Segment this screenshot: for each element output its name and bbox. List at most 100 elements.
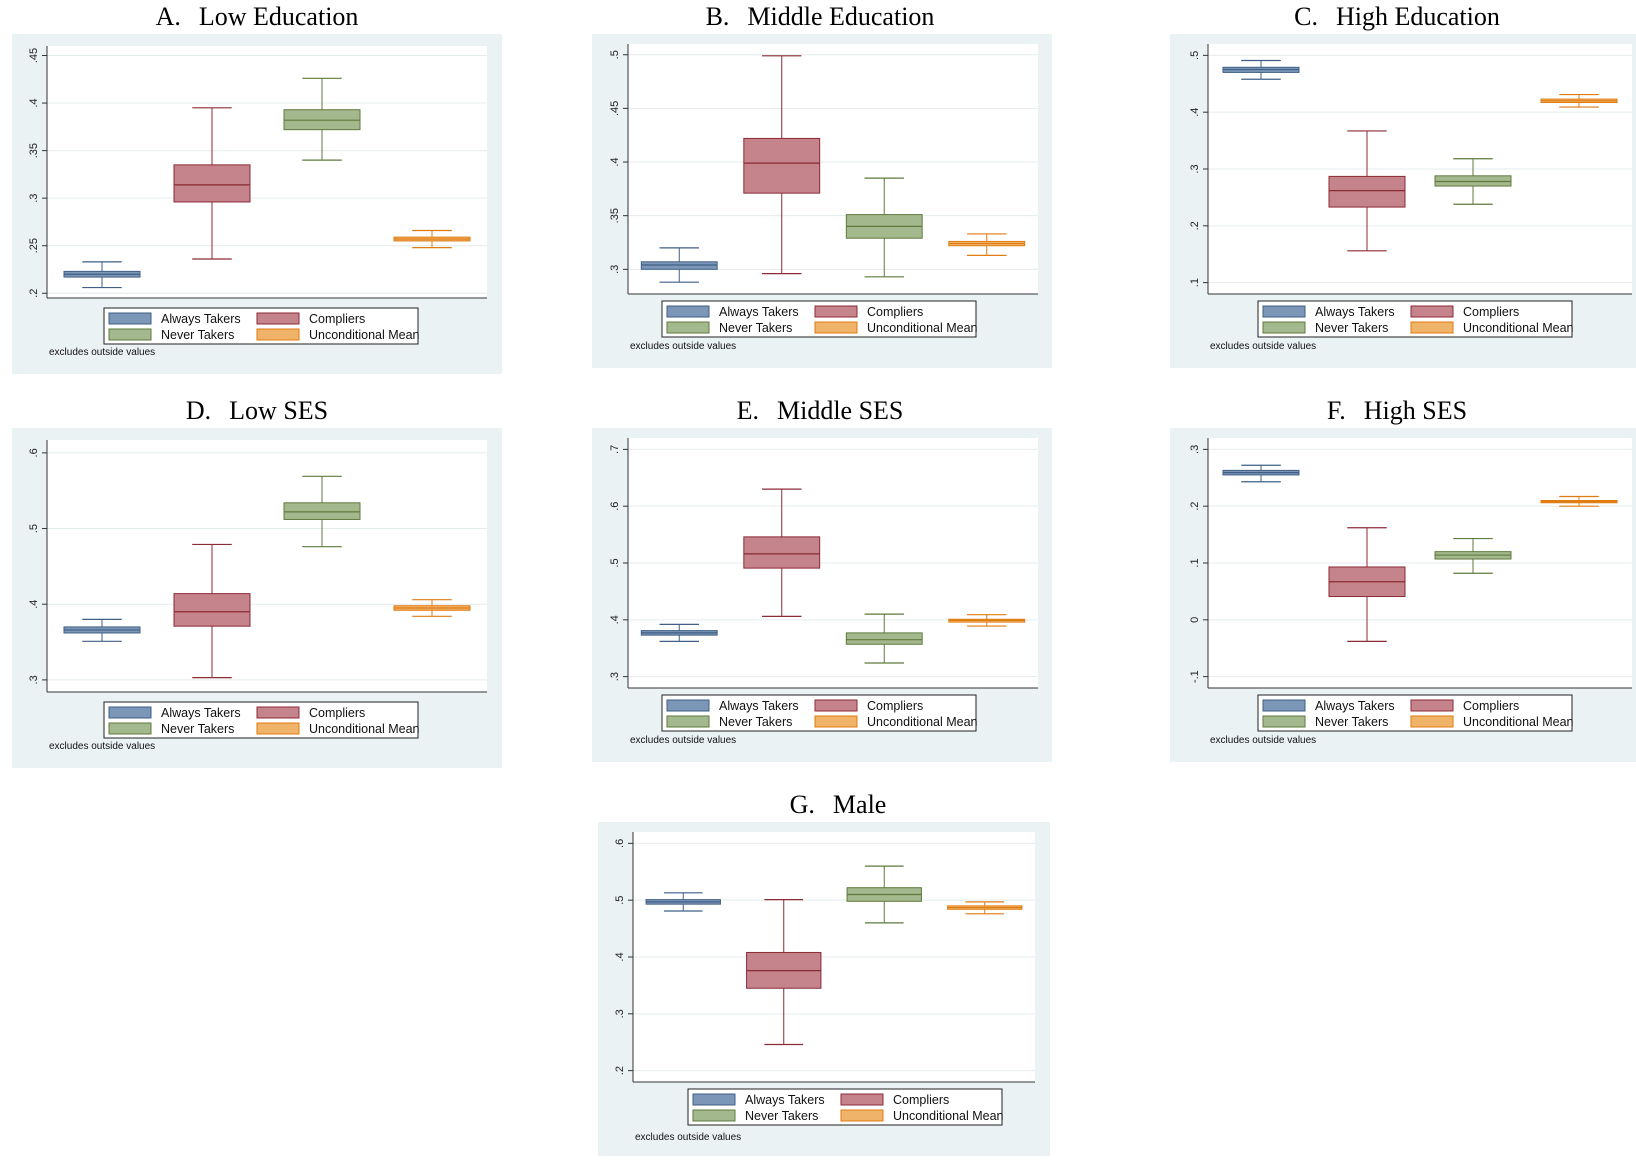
legend-item: Compliers xyxy=(814,305,923,319)
legend-label: Compliers xyxy=(1463,305,1519,319)
legend-item: Unconditional Mean xyxy=(1410,321,1574,335)
box-always-takers xyxy=(1222,59,1300,80)
legend-item: Always Takers xyxy=(1262,305,1395,319)
box-plot-high-education: .1 .2 .3 .4 .5 Always Takers Compliers Never Ta… xyxy=(1170,34,1636,368)
y-tick-label: .4 xyxy=(609,157,621,166)
panel-letter: C. xyxy=(1294,2,1318,31)
legend-swatch xyxy=(1410,715,1454,728)
box-always-takers xyxy=(640,247,718,283)
y-tick-label: .2 xyxy=(614,1066,626,1075)
legend-item: Always Takers xyxy=(108,312,241,326)
box-plot-middle-education: .3 .35 .4 .45 .5 Always Takers Compliers Never … xyxy=(592,34,1052,368)
legend-label: Always Takers xyxy=(719,699,799,713)
legend-swatch xyxy=(256,706,300,719)
y-tick-label: .6 xyxy=(614,839,626,848)
legend-item: Unconditional Mean xyxy=(256,328,420,342)
y-tick-label: .4 xyxy=(609,615,621,624)
y-tick-label: .45 xyxy=(609,101,621,116)
panel-title-text: High SES xyxy=(1363,396,1468,425)
box-compliers xyxy=(743,55,821,275)
box-never-takers xyxy=(1434,537,1512,574)
box-body xyxy=(743,536,821,569)
legend-item: Compliers xyxy=(814,699,923,713)
plot-area xyxy=(628,44,1038,294)
note-excludes-outside-values: excludes outside values xyxy=(49,347,155,358)
legend-item: Compliers xyxy=(840,1093,949,1107)
box-unconditional-mean xyxy=(1540,93,1618,108)
legend-label: Unconditional Mean xyxy=(309,722,420,736)
legend-label: Unconditional Mean xyxy=(867,321,978,335)
legend-item: Unconditional Mean xyxy=(814,715,978,729)
legend-label: Never Takers xyxy=(719,321,792,335)
box-never-takers xyxy=(283,475,361,548)
panel-e: E. Middle SES .3 .4 .5 .6 .7 Always Takers Comp… xyxy=(572,394,1092,786)
legend-swatch xyxy=(814,715,858,728)
legend-label: Always Takers xyxy=(745,1093,825,1107)
y-tick-label: .1 xyxy=(1189,558,1201,567)
box-never-takers xyxy=(283,77,361,161)
panel-c: C. High Education .1 .2 .3 .4 .5 Always Takers… xyxy=(1152,0,1636,392)
panel-b: B. Middle Education .3 .35 .4 .45 .5 Always Ta… xyxy=(572,0,1092,392)
y-tick-label: .6 xyxy=(609,502,621,511)
legend-label: Compliers xyxy=(867,305,923,319)
plot-area xyxy=(47,440,487,692)
panel-letter: F. xyxy=(1326,396,1346,425)
y-tick-label: .1 xyxy=(1189,278,1201,287)
legend-swatch xyxy=(256,312,300,325)
legend-swatch xyxy=(1410,699,1454,712)
y-tick-label: .3 xyxy=(609,672,621,681)
panel-title: C. High Education xyxy=(1162,0,1632,34)
y-tick-label: .3 xyxy=(28,194,40,203)
legend-swatch xyxy=(1410,305,1454,318)
legend-swatch xyxy=(108,706,152,719)
legend-swatch xyxy=(108,328,152,341)
legend-label: Always Takers xyxy=(1315,305,1395,319)
legend-swatch xyxy=(814,321,858,334)
legend: Always Takers Compliers Never Takers Uncond… xyxy=(661,694,978,732)
y-tick-label: .5 xyxy=(614,896,626,905)
legend-label: Never Takers xyxy=(719,715,792,729)
legend-label: Always Takers xyxy=(161,706,241,720)
y-tick-label: .4 xyxy=(1189,108,1201,117)
legend-item: Compliers xyxy=(1410,699,1519,713)
box-unconditional-mean xyxy=(393,229,471,249)
panel-g: G. Male .2 .3 .4 .5 .6 Always Takers Compliers N… xyxy=(578,788,1098,1168)
legend: Always Takers Compliers Never Takers Uncond… xyxy=(1257,300,1574,338)
y-tick-label: .4 xyxy=(614,952,626,961)
note-excludes-outside-values: excludes outside values xyxy=(630,341,736,352)
panel-letter: E. xyxy=(736,396,759,425)
legend-item: Compliers xyxy=(256,706,365,720)
legend-label: Never Takers xyxy=(1315,715,1388,729)
legend-label: Unconditional Mean xyxy=(309,328,420,342)
legend-label: Compliers xyxy=(867,699,923,713)
panel-letter: A. xyxy=(155,2,181,31)
box-never-takers xyxy=(845,613,923,664)
box-plot-high-ses: -.1 0 .1 .2 .3 Always Takers Compliers Never Ta… xyxy=(1170,428,1636,762)
panel-title-text: Male xyxy=(832,790,887,819)
box-body xyxy=(173,164,251,203)
legend-label: Always Takers xyxy=(1315,699,1395,713)
legend: Always Takers Compliers Never Takers Uncond… xyxy=(103,307,420,345)
legend-item: Never Takers xyxy=(666,715,792,729)
note-excludes-outside-values: excludes outside values xyxy=(1210,341,1316,352)
box-plot-male: .2 .3 .4 .5 .6 Always Takers Compliers Never Ta… xyxy=(598,822,1050,1156)
y-tick-label: .7 xyxy=(609,445,621,454)
y-tick-label: .5 xyxy=(1189,51,1201,60)
panel-a: A. Low Education .2 .25 .3 .35 .4 .45 Always Ta… xyxy=(0,0,520,392)
box-plot-low-ses: .3 .4 .5 .6 Always Takers Compliers Never Take… xyxy=(12,428,502,768)
box-always-takers xyxy=(1222,464,1300,483)
legend-swatch xyxy=(1262,715,1306,728)
panel-title: F. High SES xyxy=(1162,394,1632,428)
legend-item: Unconditional Mean xyxy=(1410,715,1574,729)
panel-title: D. Low SES xyxy=(12,394,502,428)
legend-label: Never Takers xyxy=(161,722,234,736)
box-body xyxy=(173,593,251,627)
y-tick-label: .2 xyxy=(28,289,40,298)
legend-item: Always Takers xyxy=(666,305,799,319)
legend-swatch xyxy=(1410,321,1454,334)
note-excludes-outside-values: excludes outside values xyxy=(1210,735,1316,746)
legend-swatch xyxy=(1262,305,1306,318)
legend-swatch xyxy=(666,715,710,728)
panel-title-text: High Education xyxy=(1335,2,1500,31)
legend-swatch xyxy=(666,305,710,318)
